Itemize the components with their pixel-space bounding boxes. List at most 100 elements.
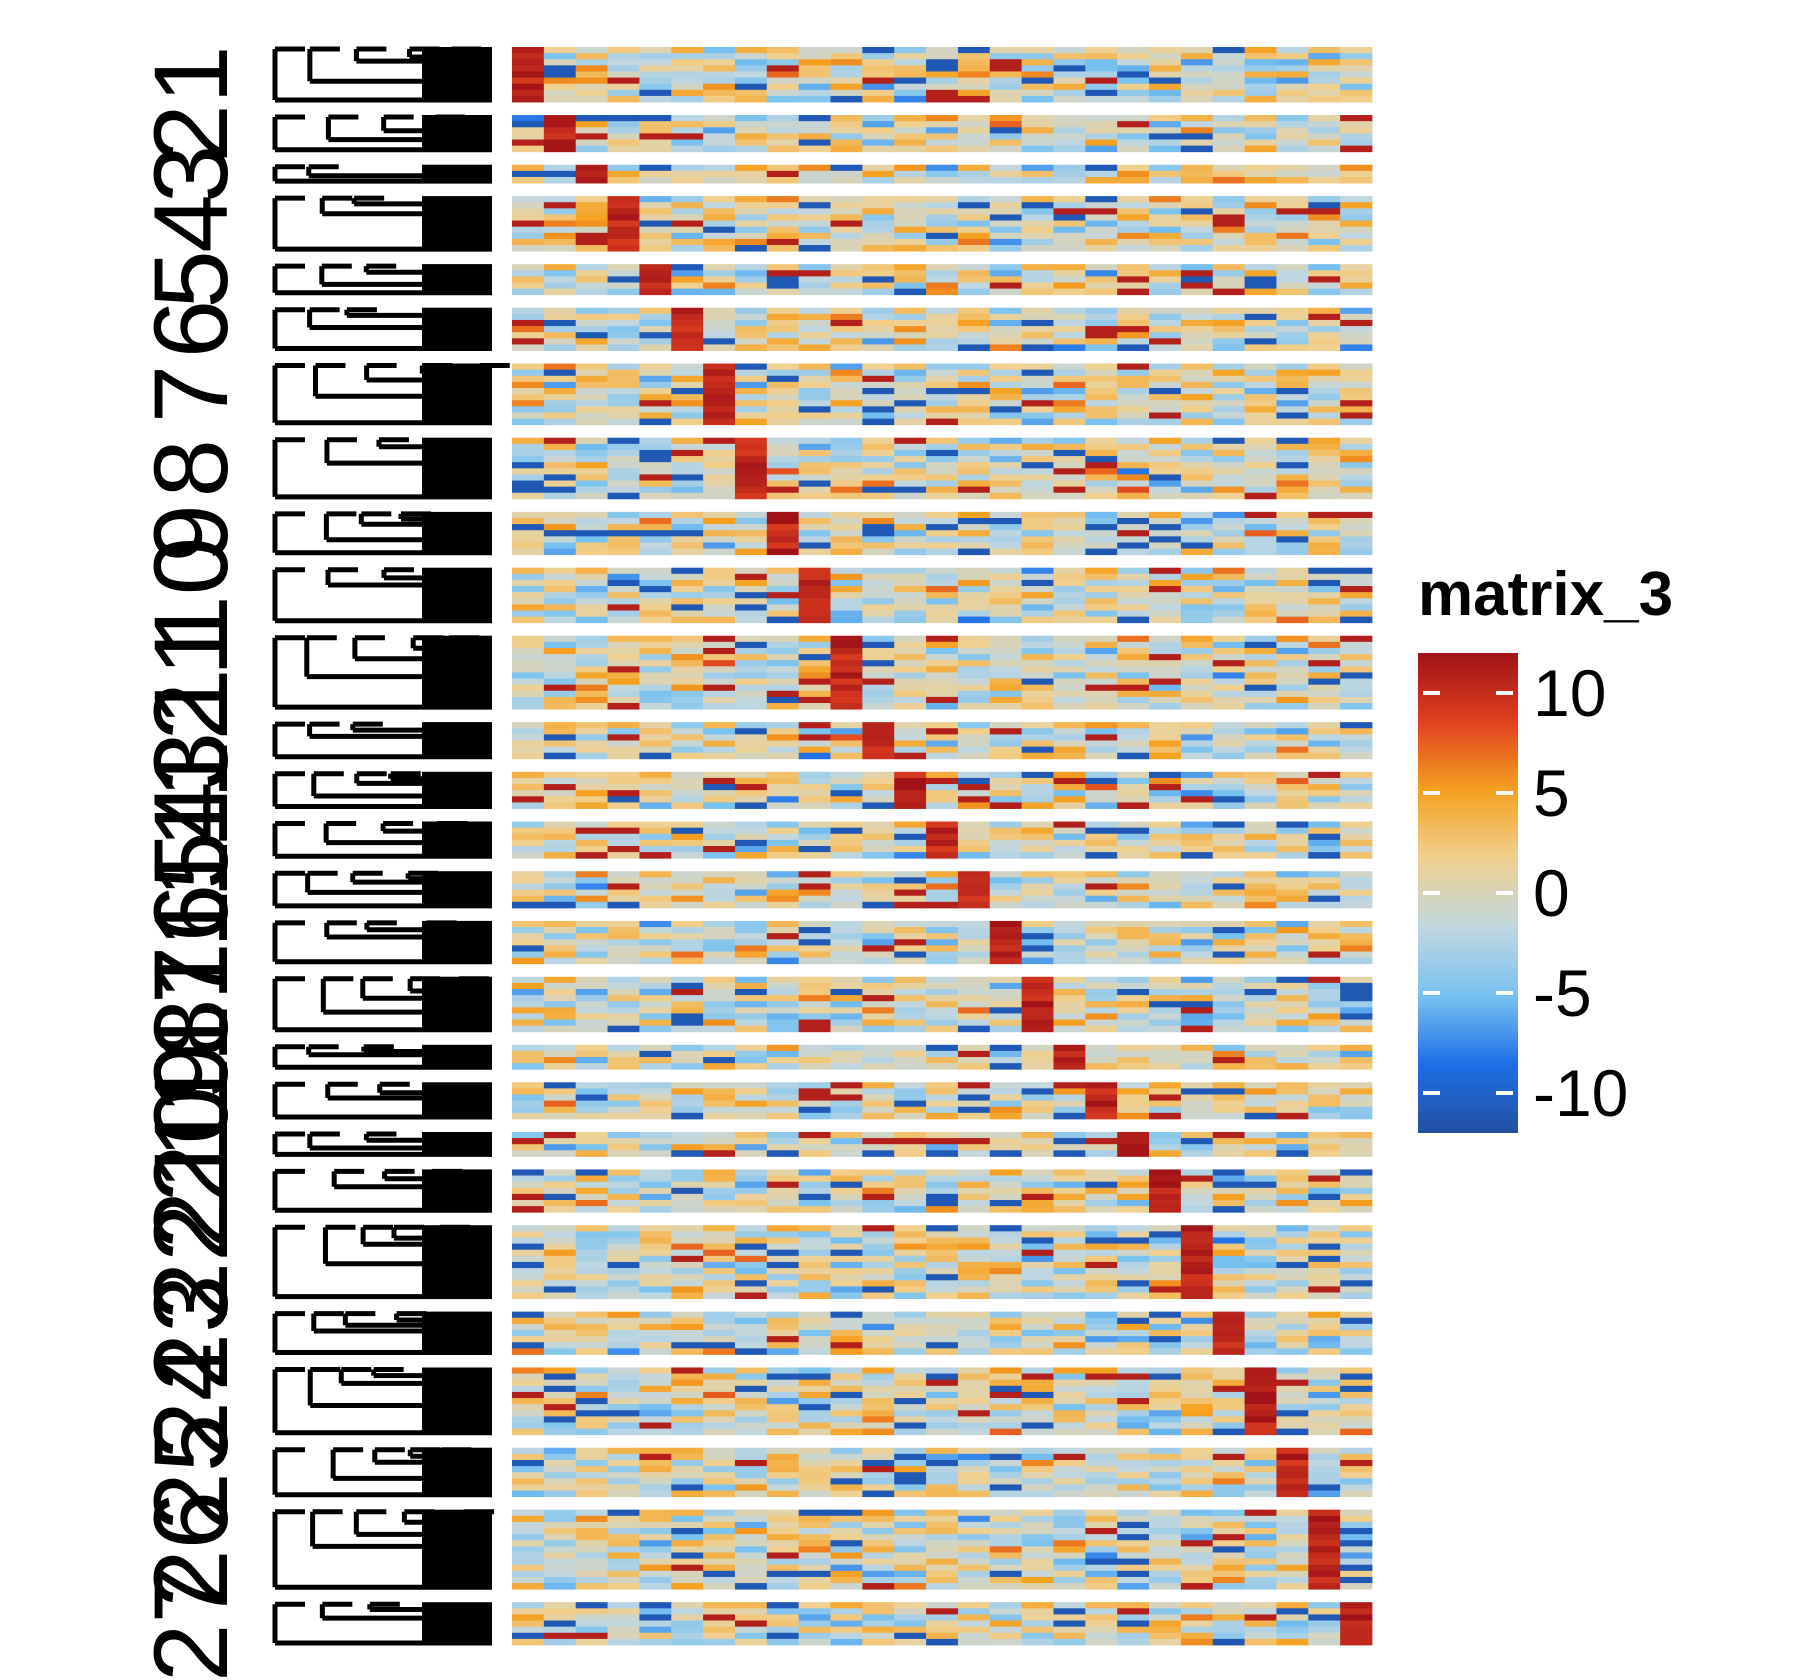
heatmap-cell [575,1050,608,1058]
heatmap-cell [1308,846,1341,853]
heatmap-cell [957,1422,991,1430]
heatmap-cell [512,282,545,290]
heatmap-cell [543,616,577,624]
heatmap-cell [639,418,672,426]
heatmap-cell [766,176,800,184]
heatmap-cell [1244,740,1277,748]
heatmap-cell [639,827,672,835]
heatmap-cell [639,220,672,228]
heatmap-cell [926,437,959,445]
heatmap-cell [671,486,704,494]
heatmap-cell [1117,245,1150,252]
heatmap-cell [926,1286,959,1293]
heatmap-cell [543,678,577,686]
heatmap-cell [607,115,640,122]
heatmap-cell [926,821,959,829]
slice-7 [512,363,1373,426]
heatmap-cell [607,71,640,78]
heatmap-cell [989,1323,1023,1331]
heatmap-cell [862,696,895,704]
heatmap-cell [1085,220,1118,228]
heatmap-cell [1053,530,1086,537]
heatmap-cell [957,1410,991,1417]
heatmap-cell [894,1001,927,1008]
heatmap-cell [957,976,991,984]
heatmap-cell [1117,877,1150,884]
heatmap-cell [830,326,863,333]
heatmap-cell [1149,1342,1182,1349]
heatmap-cell [894,1237,927,1244]
heatmap-cell [671,877,704,884]
heatmap-cell [1276,164,1309,172]
heatmap-cell [671,326,704,333]
heatmap-cell [830,1144,863,1151]
heatmap-cell [989,784,1023,791]
heatmap-cell [1053,586,1086,593]
heatmap-cell [1149,647,1182,655]
heatmap-cell [1308,939,1341,946]
heatmap-cell [1212,468,1245,475]
heatmap-cell [639,752,672,760]
dendrogram-branch [272,920,492,965]
heatmap-cell [1149,1391,1182,1399]
heatmap-cell [798,1200,831,1207]
heatmap-cell [703,517,736,525]
heatmap-cell [639,852,672,859]
heatmap-cell [957,1138,991,1145]
heatmap-cell [1212,1082,1245,1089]
row-split-label: 6 [133,300,250,358]
heatmap-cell [1276,492,1309,500]
heatmap-cell [575,276,608,283]
heatmap-cell [607,901,640,909]
heatmap-cell [1340,976,1373,984]
heatmap-cell [703,326,736,333]
heatmap-cell [671,214,704,221]
heatmap-cell [1053,1175,1086,1183]
heatmap-cell [1276,722,1309,729]
heatmap-cell [703,846,736,853]
heatmap-cell [671,734,704,741]
heatmap-cell [734,1274,768,1281]
heatmap-cell [862,660,895,667]
heatmap-cell [703,567,736,575]
heatmap-cell [1244,982,1277,990]
heatmap-cell [1085,616,1118,624]
heatmap-cell [1117,1044,1150,1052]
heatmap-cell [1180,784,1214,791]
heatmap-cell [575,1025,608,1033]
heatmap-cell [1212,530,1245,537]
heatmap-cell [671,139,704,147]
heatmap-cell [1212,375,1245,383]
heatmap-cell [1149,796,1182,803]
heatmap-cell [1212,313,1245,321]
heatmap-cell [989,1082,1023,1089]
heatmap-cell [1117,1404,1150,1411]
heatmap-cell [671,270,704,277]
heatmap-cell [1021,77,1054,85]
heatmap-cell [1053,406,1086,413]
heatmap-cell [575,734,608,741]
heatmap-cell [926,95,959,103]
dendrogram-branch [324,437,492,466]
heatmap-cell [989,684,1023,692]
heatmap-cell [957,920,991,928]
heatmap-cell [1212,957,1245,965]
heatmap-cell [894,214,927,221]
heatmap-cell [575,1404,608,1411]
heatmap-cell [1244,1274,1277,1281]
heatmap-cell [671,474,704,481]
heatmap-cell [1276,1144,1309,1151]
heatmap-cell [1149,406,1182,413]
heatmap-cell [1180,871,1214,878]
heatmap-cell [607,1100,640,1108]
heatmap-cell [639,332,672,339]
heatmap-cell [703,728,736,735]
heatmap-cell [1180,145,1214,153]
heatmap-cell [1085,592,1118,599]
heatmap-cell [703,1138,736,1145]
heatmap-cell [1180,59,1214,66]
heatmap-cell [766,1044,800,1052]
heatmap-cell [1117,1082,1150,1089]
dendrogram-branch [272,1447,492,1498]
heatmap-cell [1021,734,1054,741]
